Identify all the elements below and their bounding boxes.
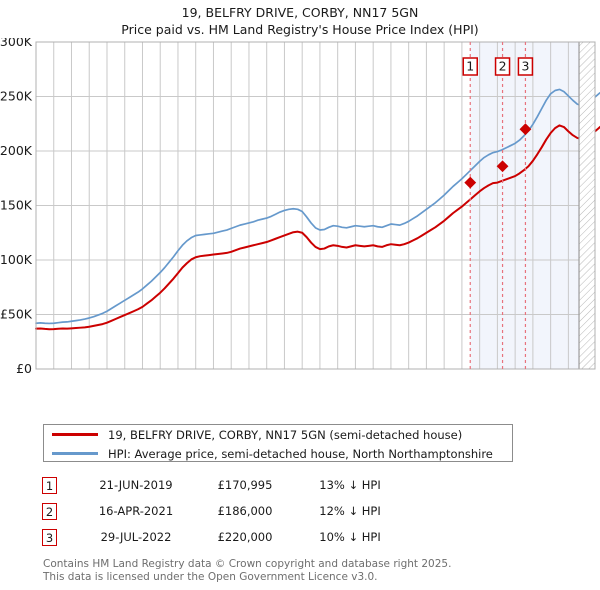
legend-label-property: 19, BELFRY DRIVE, CORBY, NN17 5GN (semi-… bbox=[108, 427, 463, 442]
legend-item-hpi: HPI: Average price, semi-detached house,… bbox=[44, 444, 512, 463]
svg-text:£0: £0 bbox=[16, 361, 32, 373]
txn-badge-3: 3 bbox=[42, 528, 57, 546]
page-title: 19, BELFRY DRIVE, CORBY, NN17 5GN bbox=[181, 5, 419, 20]
legend-label-hpi: HPI: Average price, semi-detached house,… bbox=[108, 446, 493, 461]
txn-price-1: £170,995 bbox=[217, 478, 273, 492]
svg-text:£200K: £200K bbox=[0, 143, 33, 158]
legend-item-property: 19, BELFRY DRIVE, CORBY, NN17 5GN (semi-… bbox=[44, 425, 512, 444]
chart-legend: 19, BELFRY DRIVE, CORBY, NN17 5GN (semi-… bbox=[43, 424, 513, 462]
footer-line-copyright: Contains HM Land Registry data © Crown c… bbox=[43, 558, 452, 570]
svg-text:3: 3 bbox=[521, 59, 529, 74]
txn-delta-2: 12% ↓ HPI bbox=[319, 504, 381, 518]
chart-title-block: 19, BELFRY DRIVE, CORBY, NN17 5GN Price … bbox=[0, 4, 600, 38]
txn-date-1: 21-JUN-2019 bbox=[99, 478, 173, 492]
svg-text:£50K: £50K bbox=[0, 307, 33, 322]
txn-date-2: 16-APR-2021 bbox=[98, 504, 174, 518]
chart-area: £0£50K£100K£150K£200K£250K£300K199519961… bbox=[0, 38, 600, 373]
txn-price-2: £186,000 bbox=[217, 504, 273, 518]
transactions-table: 1 21-JUN-2019 £170,995 13% ↓ HPI 2 16-AP… bbox=[42, 472, 512, 550]
footer-attribution: Contains HM Land Registry data © Crown c… bbox=[43, 558, 563, 583]
page-subtitle: Price paid vs. HM Land Registry's House … bbox=[121, 22, 479, 37]
svg-text:1: 1 bbox=[466, 59, 474, 74]
txn-badge-2: 2 bbox=[42, 502, 57, 520]
svg-text:£300K: £300K bbox=[0, 38, 33, 49]
svg-text:£250K: £250K bbox=[0, 89, 33, 104]
table-row: 1 21-JUN-2019 £170,995 13% ↓ HPI bbox=[42, 472, 512, 498]
legend-swatch-property bbox=[52, 433, 98, 436]
txn-badge-1: 1 bbox=[42, 476, 57, 494]
svg-text:£150K: £150K bbox=[0, 198, 33, 213]
txn-date-3: 29-JUL-2022 bbox=[100, 530, 172, 544]
table-row: 2 16-APR-2021 £186,000 12% ↓ HPI bbox=[42, 498, 512, 524]
txn-price-3: £220,000 bbox=[217, 530, 273, 544]
legend-swatch-hpi bbox=[52, 452, 98, 455]
footer-line-licence: This data is licensed under the Open Gov… bbox=[43, 570, 378, 583]
table-row: 3 29-JUL-2022 £220,000 10% ↓ HPI bbox=[42, 524, 512, 550]
svg-text:2: 2 bbox=[499, 59, 507, 74]
price-history-line-chart: £0£50K£100K£150K£200K£250K£300K199519961… bbox=[0, 38, 600, 373]
svg-text:£100K: £100K bbox=[0, 252, 33, 267]
txn-delta-3: 10% ↓ HPI bbox=[319, 530, 381, 544]
txn-delta-1: 13% ↓ HPI bbox=[319, 478, 381, 492]
